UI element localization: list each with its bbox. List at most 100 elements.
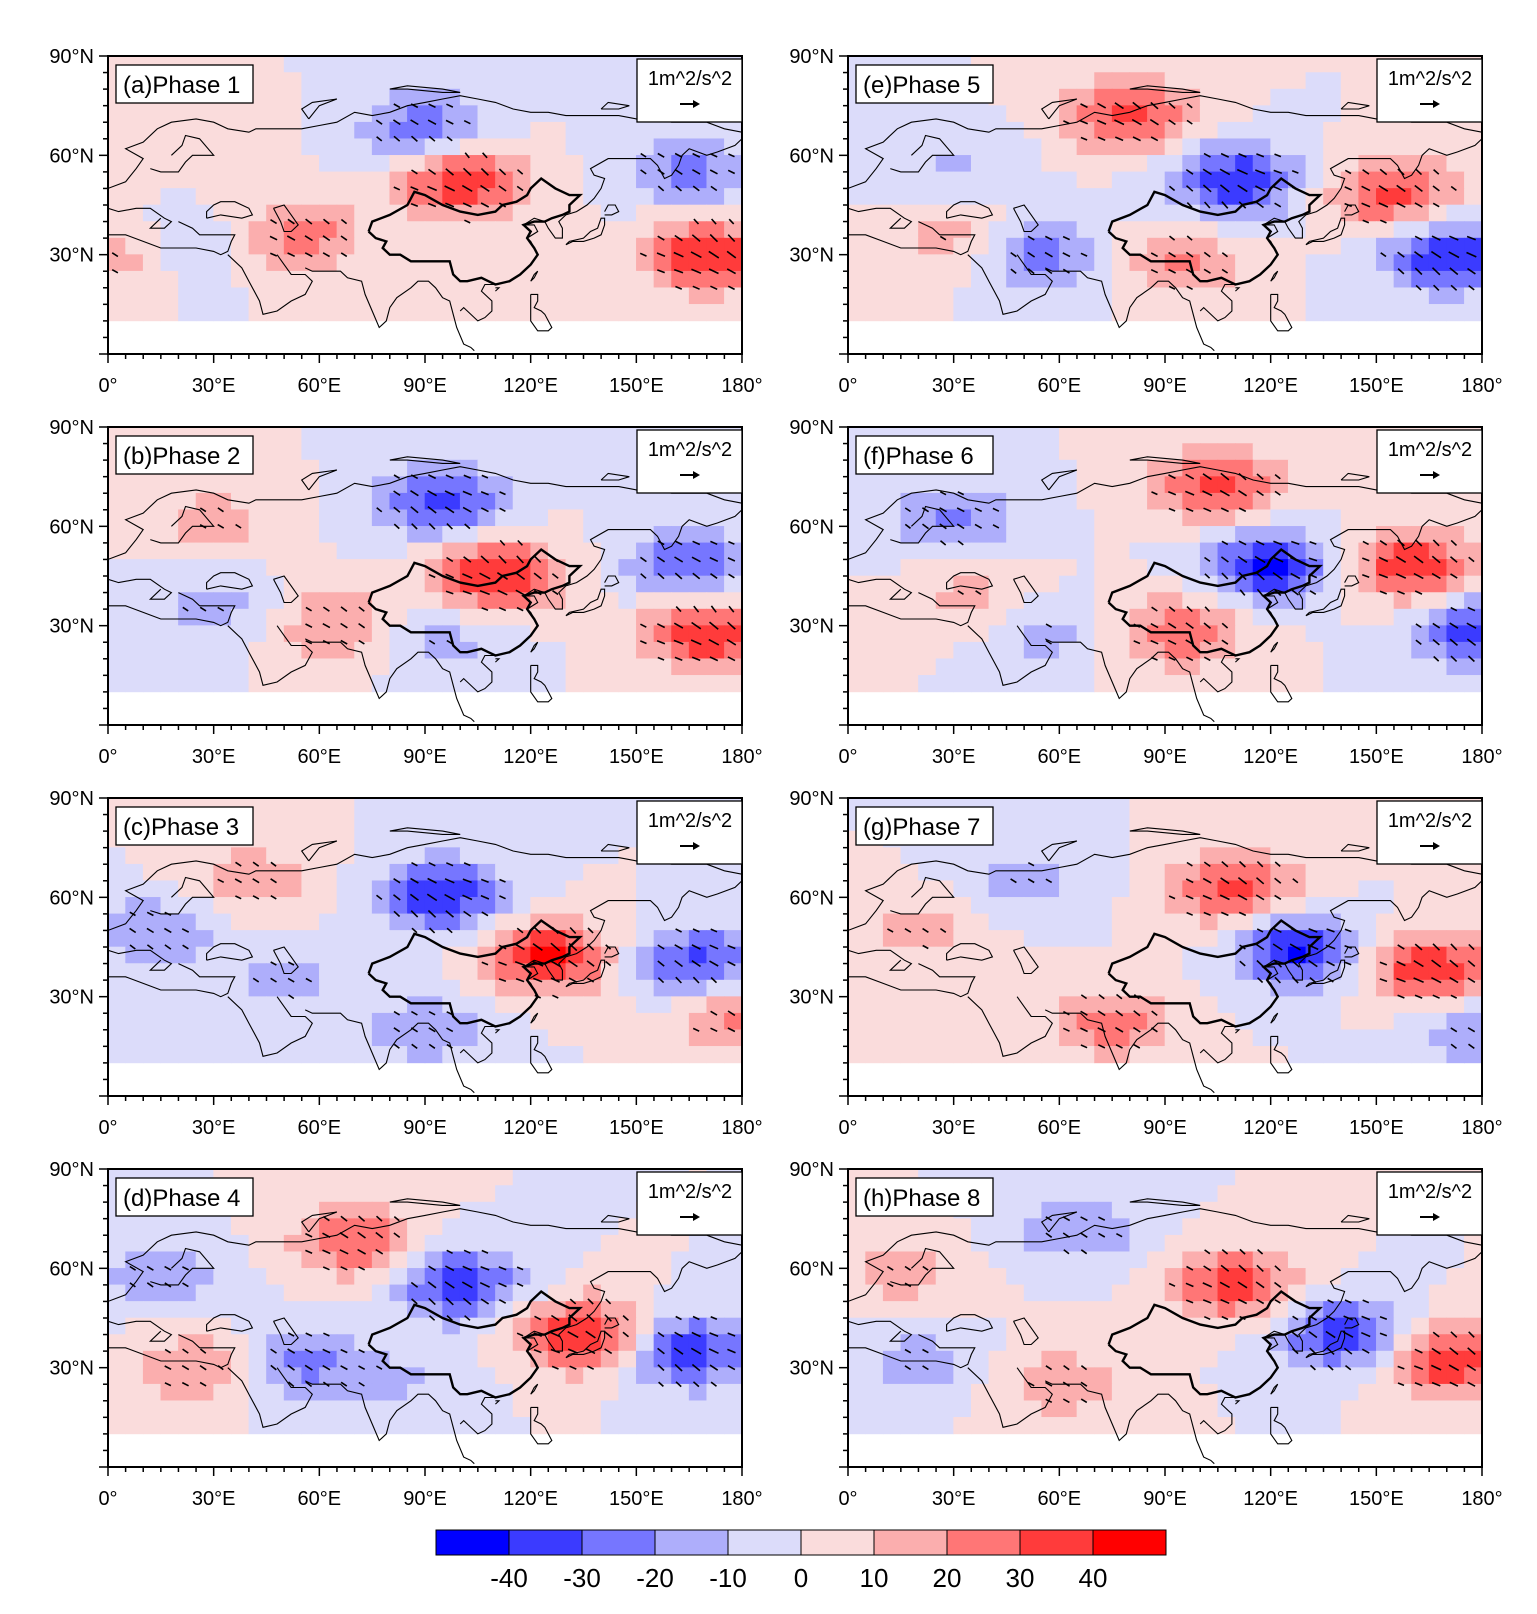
anomaly-cell [319,625,338,643]
flux-arrow [199,523,207,529]
anomaly-cell [1340,542,1360,560]
coastline [600,101,630,110]
flux-arrow [446,927,453,934]
flux-vectors [111,103,737,291]
anomaly-cell [706,155,725,173]
anomaly-cell [547,1234,567,1253]
reference-vector-label: 1m^2/s^2 [648,439,732,461]
anomaly-cell [1059,427,1078,444]
anomaly-cell [1059,171,1078,189]
anomaly-cell [1006,675,1025,693]
anomaly-cell [724,1301,742,1319]
anomaly-cell [565,814,584,832]
anomaly-cell [1287,72,1307,90]
flux-arrow [552,994,559,999]
anomaly-cell [618,526,637,544]
anomaly-cell [442,72,461,90]
anomaly-cell [1023,476,1043,494]
anomaly-cell [688,1367,708,1385]
flux-arrow [1204,201,1211,209]
anomaly-cell [1376,575,1395,593]
anomaly-cell [319,863,338,882]
anomaly-cell [424,963,443,981]
anomaly-cell [389,1301,408,1319]
anomaly-cell [1287,304,1307,322]
anomaly-cell [1094,270,1113,289]
anomaly-cell [371,171,391,189]
anomaly-cell [970,608,990,626]
anomaly-cell [142,559,162,577]
coastline [108,949,173,971]
flux-arrow [427,909,437,918]
anomaly-cell [459,254,479,272]
anomaly-cell [108,204,126,222]
flux-arrow [358,1381,365,1387]
anomaly-cell [1164,121,1183,140]
x-tick-label: 180° [1461,746,1502,768]
anomaly-cell [1217,221,1236,239]
anomaly-cell [213,526,232,544]
anomaly-cell [1340,476,1360,494]
anomaly-cell [424,287,443,305]
anomaly-cell [1235,847,1254,865]
anomaly-cell [248,476,267,494]
anomaly-cell [1094,121,1113,140]
anomaly-cell [1164,592,1183,610]
anomaly-cell [1252,575,1271,593]
anomaly-cell [1199,443,1219,461]
flux-arrow [1414,251,1424,259]
anomaly-cell [108,509,126,527]
anomaly-cell [618,1334,637,1352]
anomaly-cell [671,1268,690,1286]
anomaly-cell [900,625,919,643]
flux-arrow [393,103,401,109]
flux-arrow [464,1315,471,1321]
anomaly-cell [142,1301,162,1319]
anomaly-cell [442,592,461,610]
flux-arrow [552,556,559,563]
anomaly-cell [371,641,391,660]
anomaly-cell [1094,798,1113,815]
flux-arrow [181,1381,189,1387]
anomaly-cell [636,254,655,272]
anomaly-cell [407,287,426,305]
anomaly-cell [636,963,655,981]
anomaly-cell [1147,863,1166,882]
anomaly-cell [459,625,479,643]
anomaly-cell [600,1169,620,1186]
anomaly-cell [371,221,391,239]
anomaly-cell [653,979,672,997]
anomaly-cell [1059,270,1078,289]
flux-arrow [622,1331,630,1338]
anomaly-cell [301,1317,320,1335]
anomaly-cell [459,863,479,882]
anomaly-cell [230,237,250,255]
flux-arrow [393,506,401,513]
anomaly-cell [688,863,708,882]
anomaly-cell [565,1400,584,1418]
anomaly-cell [178,979,197,997]
anomaly-cell [1287,121,1307,140]
anomaly-cell [1305,814,1324,832]
x-tick-label: 180° [721,375,762,397]
coastline [150,134,215,173]
anomaly-cell [389,575,408,593]
anomaly-cell [495,88,514,106]
anomaly-cell [671,492,690,511]
anomaly-cell [618,830,637,848]
x-tick-label: 120°E [1243,746,1298,768]
flux-arrow [710,1381,717,1387]
anomaly-cell [583,287,602,305]
flux-arrow [692,1315,700,1321]
anomaly-cell [371,625,391,643]
flux-arrow [1114,136,1124,142]
anomaly-cell [636,1317,655,1335]
anomaly-cell [1182,625,1201,643]
anomaly-cell [125,155,144,173]
anomaly-cell [600,476,620,494]
anomaly-cell [1129,204,1148,222]
anomaly-cell [266,237,285,255]
anomaly-cell [301,254,320,272]
anomaly-cell [565,221,584,239]
anomaly-cell [1129,105,1148,123]
